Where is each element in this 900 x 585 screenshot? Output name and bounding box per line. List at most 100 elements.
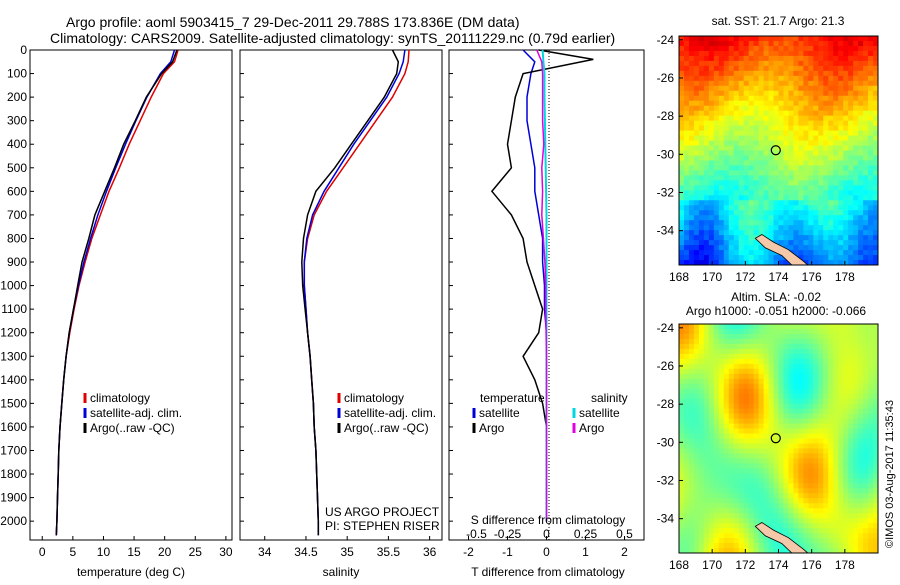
heatmap-cell <box>823 543 829 549</box>
heatmap-cell <box>853 135 859 141</box>
heatmap-cell <box>768 100 774 107</box>
heatmap-cell <box>743 40 750 47</box>
heatmap-cell <box>828 378 834 385</box>
heatmap-cell <box>843 324 849 330</box>
heatmap-cell <box>698 95 705 102</box>
heatmap-cell <box>698 368 705 375</box>
heatmap-cell <box>858 150 864 156</box>
heatmap-cell <box>823 413 829 419</box>
heatmap-cell <box>848 538 854 544</box>
heatmap-cell <box>853 408 859 415</box>
heatmap-cell <box>693 115 700 122</box>
heatmap-cell <box>808 418 814 424</box>
heatmap-cell <box>679 210 685 216</box>
heatmap-cell <box>838 80 844 87</box>
heatmap-cell <box>828 95 834 102</box>
heatmap-cell <box>843 383 849 390</box>
heatmap-cell <box>833 453 839 459</box>
heatmap-cell <box>768 255 774 261</box>
heatmap-cell <box>798 324 804 330</box>
heatmap-cell <box>788 170 794 176</box>
heatmap-cell <box>743 235 750 241</box>
heatmap-cell <box>843 40 849 47</box>
heatmap-cell <box>773 548 779 553</box>
heatmap-cell <box>723 548 730 553</box>
heatmap-cell <box>698 413 705 419</box>
heatmap-cell <box>848 170 854 176</box>
heatmap-cell <box>683 438 690 444</box>
heatmap-cell <box>823 210 829 216</box>
heatmap-cell <box>723 338 730 345</box>
heatmap-cell <box>773 215 779 221</box>
heatmap-cell <box>848 40 854 47</box>
heatmap-cell <box>868 493 874 499</box>
heatmap-cell <box>858 548 864 553</box>
heatmap-cell <box>728 120 735 127</box>
heatmap-cell <box>813 353 819 360</box>
heatmap-cell <box>748 190 755 196</box>
heatmap-cell <box>748 533 755 539</box>
heatmap-cell <box>679 260 685 265</box>
heatmap-cell <box>708 488 715 494</box>
heatmap-cell <box>723 368 730 375</box>
heatmap-cell <box>773 473 779 479</box>
heatmap-cell <box>873 363 878 370</box>
heatmap-cell <box>758 398 764 405</box>
heatmap-cell <box>748 36 755 42</box>
heatmap-cell <box>748 150 755 156</box>
heatmap-cell <box>743 543 750 549</box>
heatmap-cell <box>693 368 700 375</box>
heatmap-cell <box>728 423 735 429</box>
heatmap-cell <box>848 388 854 395</box>
sla-map-panel: Altim. SLA: -0.02 Argo h1000: -0.051 h20… <box>657 290 879 572</box>
heatmap-cell <box>823 120 829 127</box>
heatmap-cell <box>698 383 705 390</box>
heatmap-cell <box>823 60 829 67</box>
heatmap-cell <box>728 483 735 489</box>
heatmap-cell <box>703 150 710 156</box>
heatmap-cell <box>788 483 794 489</box>
heatmap-cell <box>738 408 745 415</box>
heatmap-cell <box>693 433 700 439</box>
heatmap-cell <box>773 528 779 534</box>
heatmap-cell <box>808 165 814 171</box>
heatmap-cell <box>773 488 779 494</box>
heatmap-cell <box>808 538 814 544</box>
heatmap-cell <box>728 70 735 77</box>
heatmap-cell <box>753 478 760 484</box>
heatmap-cell <box>723 180 730 186</box>
heatmap-cell <box>853 70 859 77</box>
heatmap-cell <box>728 140 735 146</box>
heatmap-cell <box>713 488 720 494</box>
heatmap-cell <box>848 135 854 141</box>
heatmap-cell <box>748 75 755 82</box>
heatmap-cell <box>868 358 874 365</box>
heatmap-cell <box>768 70 774 77</box>
heatmap-cell <box>813 145 819 151</box>
heatmap-cell <box>813 36 819 42</box>
heatmap-cell <box>818 110 824 117</box>
heatmap-cell <box>708 175 715 181</box>
heatmap-cell <box>798 463 804 469</box>
heatmap-cell <box>743 333 750 340</box>
heatmap-cell <box>773 205 779 211</box>
heatmap-cell <box>758 393 764 400</box>
heatmap-cell <box>778 413 784 419</box>
heatmap-cell <box>758 195 764 201</box>
heatmap-cell <box>733 498 740 504</box>
heatmap-cell <box>838 403 844 410</box>
heatmap-cell <box>748 358 755 365</box>
heatmap-cell <box>758 378 764 385</box>
heatmap-cell <box>833 36 839 42</box>
heatmap-cell <box>683 105 690 112</box>
heatmap-cell <box>753 160 760 166</box>
heatmap-cell <box>703 40 710 47</box>
heatmap-cell <box>843 220 849 226</box>
heatmap-cell <box>783 418 789 424</box>
heatmap-cell <box>838 408 844 415</box>
heatmap-cell <box>793 448 799 454</box>
heatmap-cell <box>818 328 824 335</box>
heatmap-cell <box>693 493 700 499</box>
heatmap-cell <box>773 328 779 335</box>
heatmap-cell <box>823 70 829 77</box>
